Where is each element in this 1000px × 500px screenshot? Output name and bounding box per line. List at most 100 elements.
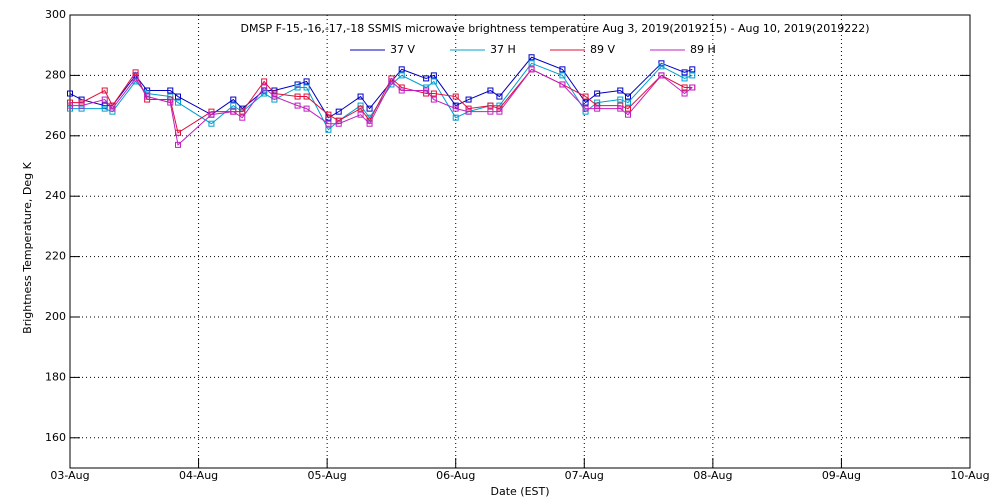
point-marker (423, 75, 430, 82)
point-marker (487, 102, 494, 109)
point-marker (617, 102, 624, 109)
x-tick-label: 04-Aug (179, 469, 218, 482)
point-marker (617, 96, 624, 103)
point-marker (452, 105, 459, 112)
point-marker (294, 81, 301, 88)
x-tick-label: 10-Aug (950, 469, 989, 482)
point-marker (388, 78, 395, 85)
point-marker (239, 114, 246, 121)
point-marker (208, 111, 215, 118)
point-marker (658, 72, 665, 79)
point-marker (366, 105, 373, 112)
point-marker (465, 105, 472, 112)
point-marker (325, 126, 332, 133)
point-marker (430, 96, 437, 103)
point-marker (528, 54, 535, 61)
point-marker (430, 90, 437, 97)
point-marker (594, 102, 601, 109)
x-tick-label: 03-Aug (50, 469, 89, 482)
point-marker (398, 66, 405, 73)
point-marker (617, 87, 624, 94)
point-marker (594, 90, 601, 97)
point-marker (271, 93, 278, 100)
x-tick-label: 09-Aug (822, 469, 861, 482)
series-line (69, 56, 693, 119)
point-marker (144, 96, 151, 103)
point-marker (681, 90, 688, 97)
point-marker (335, 120, 342, 127)
point-marker (294, 84, 301, 91)
point-marker (625, 105, 631, 112)
legend-label: 37 H (490, 43, 516, 56)
point-marker (658, 63, 665, 70)
legend-label: 37 V (390, 43, 415, 56)
point-marker (625, 99, 631, 106)
point-marker (303, 93, 310, 100)
point-marker (559, 66, 566, 73)
point-marker (101, 87, 108, 94)
x-axis-label: Date (EST) (490, 485, 549, 498)
point-marker (452, 93, 459, 100)
x-tick-label: 08-Aug (693, 469, 732, 482)
point-marker (617, 105, 624, 112)
point-marker (175, 93, 181, 100)
point-marker (681, 75, 688, 82)
point-marker (366, 120, 373, 127)
y-tick-label: 240 (45, 189, 66, 202)
point-marker (582, 99, 589, 106)
point-marker (559, 81, 566, 88)
point-marker (398, 87, 405, 94)
y-tick-label: 180 (45, 370, 66, 383)
point-marker (681, 84, 688, 91)
point-marker (261, 78, 268, 85)
point-marker (261, 90, 268, 97)
point-marker (167, 93, 174, 100)
legend-label: 89 V (590, 43, 615, 56)
point-marker (303, 105, 310, 112)
point-marker (167, 87, 174, 94)
point-marker (78, 105, 85, 112)
point-marker (465, 96, 472, 103)
series-line (70, 68, 693, 134)
x-tick-label: 06-Aug (436, 469, 475, 482)
point-marker (465, 108, 472, 115)
y-tick-label: 280 (45, 68, 66, 81)
point-marker (452, 114, 459, 121)
point-marker (430, 78, 437, 85)
point-marker (325, 120, 332, 127)
y-tick-label: 260 (45, 129, 66, 142)
y-tick-label: 220 (45, 250, 66, 263)
y-tick-label: 160 (45, 431, 66, 444)
point-marker (325, 111, 332, 118)
point-marker (430, 72, 437, 79)
point-marker (487, 87, 494, 94)
point-marker (689, 66, 696, 73)
x-tick-label: 05-Aug (308, 469, 347, 482)
point-marker (230, 108, 237, 115)
point-marker (582, 93, 589, 100)
y-tick-label: 300 (45, 8, 66, 21)
point-marker (294, 102, 301, 109)
chart-title: DMSP F-15,-16,-17,-18 SSMIS microwave br… (241, 22, 870, 35)
point-marker (335, 108, 342, 115)
point-marker (132, 75, 139, 82)
point-marker (303, 78, 310, 85)
point-marker (261, 84, 268, 91)
point-marker (167, 99, 174, 106)
plot-frame (69, 14, 971, 469)
point-marker (496, 93, 503, 100)
point-marker (67, 102, 73, 109)
point-marker (625, 111, 631, 118)
point-marker (67, 99, 73, 106)
point-marker (208, 120, 215, 127)
point-marker (303, 84, 310, 91)
point-marker (689, 72, 696, 79)
point-marker (109, 105, 116, 112)
point-marker (357, 93, 364, 100)
point-marker (423, 87, 430, 94)
point-marker (175, 141, 181, 148)
point-marker (208, 108, 215, 115)
point-marker (625, 93, 631, 100)
point-marker (167, 96, 174, 103)
